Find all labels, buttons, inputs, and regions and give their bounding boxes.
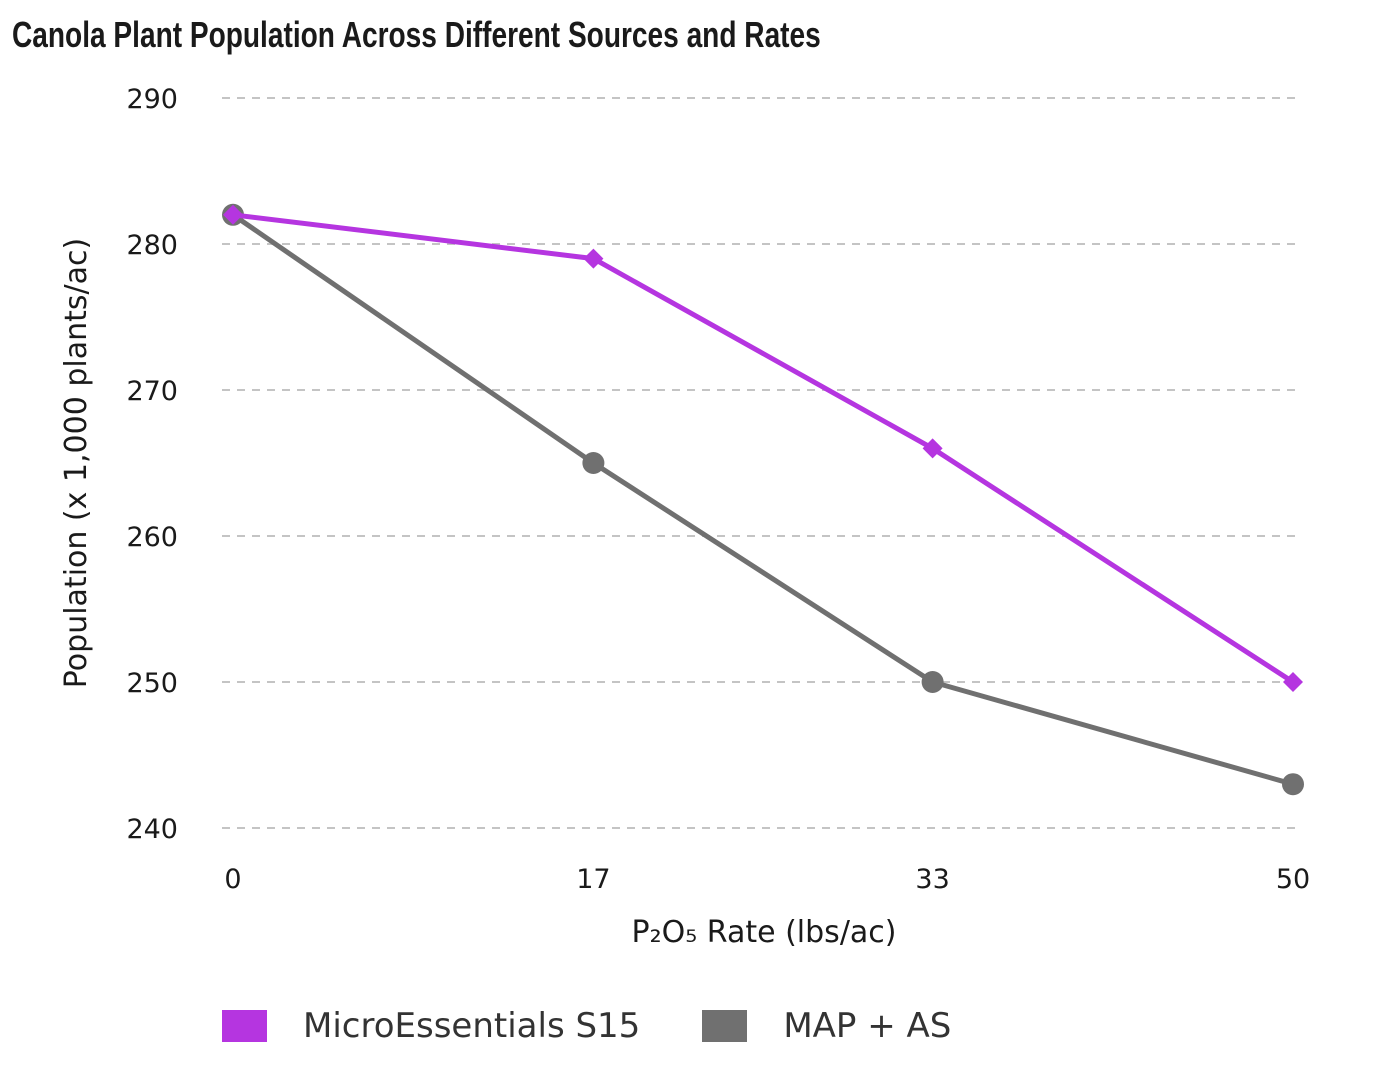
y-tick-label: 260: [126, 522, 178, 553]
legend-swatch: [702, 1010, 748, 1042]
x-axis-label: P₂O₅ Rate (lbs/ac): [631, 915, 896, 950]
series-line: [232, 212, 1295, 685]
series-line: [231, 212, 1294, 787]
x-tick-label: 50: [1276, 864, 1310, 895]
data-point: [1283, 672, 1303, 692]
data-point: [1282, 773, 1304, 796]
x-tick-label: 0: [224, 864, 241, 895]
legend-label: MAP + AS: [783, 1006, 952, 1046]
y-tick-label: 290: [126, 84, 178, 115]
data-point: [922, 438, 943, 459]
y-tick-label: 280: [126, 230, 178, 261]
legend-swatch: [222, 1010, 267, 1042]
chart-title: Canola Plant Population Across Different…: [12, 14, 821, 55]
data-point: [921, 671, 944, 693]
x-tick-label: 33: [915, 864, 949, 895]
x-tick-label: 17: [576, 864, 610, 895]
data-point: [582, 452, 605, 474]
y-tick-label: 250: [126, 668, 178, 699]
data-point: [583, 248, 604, 269]
legend-label: MicroEssentials S15: [303, 1006, 641, 1046]
data-point: [223, 204, 243, 225]
y-tick-label: 240: [126, 814, 178, 845]
legend: MicroEssentials S15 MAP + AS: [222, 1006, 1013, 1046]
y-tick-label: 270: [126, 376, 178, 407]
legend-item: MAP + AS: [702, 1006, 951, 1046]
line-chart: 240 250 260 270 280 290 0 17 33 50 P₂O₅ Rate (lbs/…: [59, 84, 1310, 950]
y-axis-label: Population (x 1,000 plants/ac): [59, 238, 94, 688]
legend-item: MicroEssentials S15: [222, 1006, 640, 1046]
